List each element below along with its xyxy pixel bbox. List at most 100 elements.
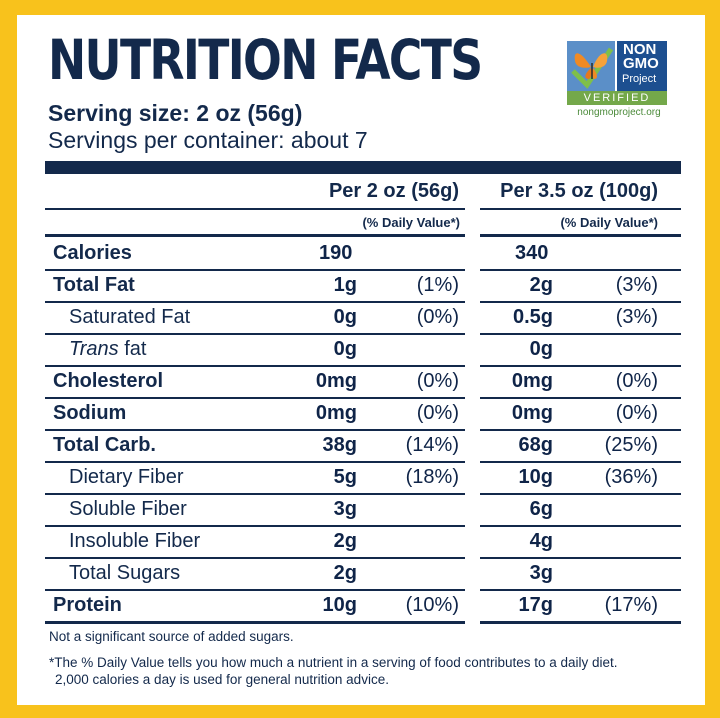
divider — [480, 621, 681, 624]
table-row: Sodium 0mg (0%) 0mg (0%) — [17, 398, 705, 430]
value-100g: 68g — [518, 434, 553, 456]
trans-rest: fat — [118, 338, 147, 360]
divider — [45, 429, 465, 431]
table-row: Insoluble Fiber 2g 4g — [17, 526, 705, 558]
logo-project: Project — [622, 73, 657, 85]
divider — [45, 208, 465, 210]
header-divider-bar — [45, 161, 681, 174]
dv-100g: (3%) — [615, 306, 658, 328]
table-row: Total Fat 1g (1%) 2g (3%) — [17, 270, 705, 302]
dv-100g: (0%) — [615, 402, 658, 424]
logo-verified: VERIFIED — [567, 91, 667, 105]
value-2oz: 0g — [333, 338, 357, 360]
logo-badge: NON GMO Project VERIFIED — [567, 41, 667, 105]
divider — [480, 365, 681, 367]
dv-100g: (36%) — [604, 466, 658, 488]
value-100g: 340 — [515, 242, 549, 264]
divider — [480, 208, 681, 210]
value-2oz: 10g — [322, 594, 357, 616]
table-row: Soluble Fiber 3g 6g — [17, 494, 705, 526]
value-100g: 6g — [529, 498, 553, 520]
nutrient-name: Cholesterol — [53, 370, 164, 392]
dv-100g: (17%) — [604, 594, 658, 616]
daily-value-label-2: (% Daily Value*) — [560, 215, 658, 230]
nutrient-name: Total Carb. — [53, 434, 156, 456]
table-row: Protein 10g (10%) 17g (17%) — [17, 590, 705, 622]
logo-gmo: GMO — [623, 55, 659, 72]
divider — [45, 234, 465, 237]
dv-2oz: (1%) — [416, 274, 459, 296]
dv-100g: (3%) — [615, 274, 658, 296]
nutrition-label: NUTRITION FACTS Serving size: 2 oz (56g)… — [17, 15, 705, 705]
page-title: NUTRITION FACTS — [48, 28, 483, 92]
table-row: Total Carb. 38g (14%) 68g (25%) — [17, 430, 705, 462]
value-2oz: 0mg — [315, 370, 357, 392]
nutrient-name: Insoluble Fiber — [69, 530, 201, 552]
non-gmo-logo: NON GMO Project VERIFIED nongmoproject.o… — [567, 41, 671, 127]
table-row: Trans fat 0g 0g — [17, 334, 705, 366]
trans-italic: Trans — [69, 338, 119, 360]
divider — [480, 461, 681, 463]
servings-per-container: Servings per container: about 7 — [48, 127, 368, 153]
divider — [45, 333, 465, 335]
column-header-2oz: Per 2 oz (56g) — [328, 180, 459, 202]
nutrient-name: Trans fat — [69, 338, 146, 361]
logo-url: nongmoproject.org — [577, 107, 661, 118]
value-2oz: 0g — [333, 306, 357, 328]
value-2oz: 5g — [333, 466, 357, 488]
divider — [480, 557, 681, 559]
divider — [480, 525, 681, 527]
divider — [480, 493, 681, 495]
table-row: Total Sugars 2g 3g — [17, 558, 705, 590]
divider — [45, 493, 465, 495]
nutrient-name: Soluble Fiber — [69, 498, 187, 520]
divider — [480, 234, 681, 237]
value-100g: 0mg — [511, 402, 553, 424]
nutrient-name: Calories — [53, 242, 132, 264]
dv-100g: (25%) — [604, 434, 658, 456]
divider — [480, 301, 681, 303]
dv-100g: (0%) — [615, 370, 658, 392]
divider — [45, 269, 465, 271]
table-row: Calories 190 340 — [17, 238, 705, 270]
divider — [45, 365, 465, 367]
divider — [45, 557, 465, 559]
serving-size: Serving size: 2 oz (56g) — [48, 100, 303, 126]
dv-2oz: (10%) — [405, 594, 459, 616]
value-2oz: 2g — [333, 562, 357, 584]
value-100g: 0g — [529, 338, 553, 360]
value-100g: 0.5g — [512, 306, 553, 328]
divider — [480, 269, 681, 271]
value-100g: 0mg — [511, 370, 553, 392]
value-100g: 3g — [529, 562, 553, 584]
value-100g: 2g — [529, 274, 553, 296]
divider — [480, 333, 681, 335]
value-100g: 10g — [518, 466, 553, 488]
logo-non: NON — [623, 41, 657, 58]
footnote-calories: 2,000 calories a day is used for general… — [55, 672, 389, 687]
logo-text-block: NON GMO Project — [617, 41, 667, 91]
dv-2oz: (0%) — [416, 402, 459, 424]
dv-2oz: (0%) — [416, 306, 459, 328]
value-2oz: 3g — [333, 498, 357, 520]
divider — [480, 589, 681, 591]
table-row: Saturated Fat 0g (0%) 0.5g (3%) — [17, 302, 705, 334]
nutrient-name: Dietary Fiber — [69, 466, 184, 488]
value-100g: 17g — [518, 594, 553, 616]
nutrient-name: Saturated Fat — [69, 306, 191, 328]
value-2oz: 1g — [333, 274, 357, 296]
value-2oz: 2g — [333, 530, 357, 552]
nutrient-name: Protein — [53, 594, 122, 616]
value-100g: 4g — [529, 530, 553, 552]
divider — [45, 525, 465, 527]
divider — [480, 429, 681, 431]
dv-2oz: (14%) — [405, 434, 459, 456]
divider — [45, 397, 465, 399]
table-row: Cholesterol 0mg (0%) 0mg (0%) — [17, 366, 705, 398]
nutrient-name: Total Fat — [53, 274, 135, 296]
table-row: Dietary Fiber 5g (18%) 10g (36%) — [17, 462, 705, 494]
butterfly-icon — [567, 41, 615, 91]
divider — [45, 589, 465, 591]
divider — [45, 461, 465, 463]
divider — [480, 397, 681, 399]
